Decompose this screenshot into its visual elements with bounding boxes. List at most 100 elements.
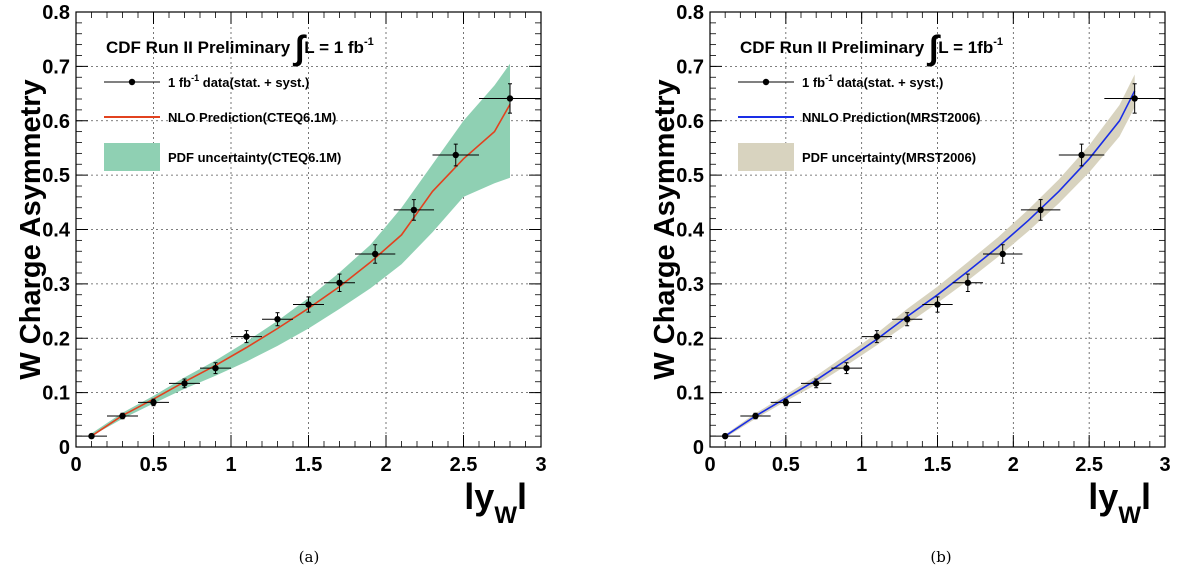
data-point: [479, 83, 541, 114]
legend-label-text: NNLO Prediction(MRST2006): [802, 110, 980, 125]
legend-label: NLO Prediction(CTEQ6.1M): [168, 110, 336, 125]
data-point: [262, 312, 293, 327]
x-tick-label: 3: [1159, 454, 1170, 476]
data-marker: [88, 432, 95, 440]
data-marker: [181, 380, 188, 387]
y-tick-label: 0.2: [676, 328, 704, 350]
data-marker: [243, 333, 250, 340]
y-tick-label: 0.8: [42, 2, 70, 24]
x-tick-label: 3: [535, 454, 546, 476]
y-tick-label: 0.1: [676, 383, 704, 405]
chart-panel-b: 0 0.5 1 1.5 2 2.5 3 0 0.1 0.2 0.3 0.4 0.5 0.6 0.7 0.8 W …: [649, 2, 1171, 566]
x-tick-label: 1: [225, 454, 236, 476]
data-point: [169, 378, 200, 389]
chart-header: CDF Run II Preliminary ∫L = 1fb-1: [740, 29, 1003, 67]
data-point: [200, 362, 231, 375]
y-tick-label: 0.7: [42, 56, 70, 78]
y-tick-label: 0.4: [676, 220, 705, 242]
data-marker: [336, 279, 343, 286]
y-tick-label: 0.6: [42, 111, 70, 133]
data-marker: [410, 206, 418, 214]
chart-panel-a: 0 0.5 1 1.5 2 2.5 3 0 0.1 0.2 0.3 0.4 0.5 0.6 0.7 0.8 W …: [15, 2, 547, 566]
data-marker: [1131, 95, 1138, 102]
legend-label-tail: data(stat. + syst.): [833, 75, 943, 90]
legend-label: PDF uncertainty(CTEQ6.1M): [168, 150, 341, 165]
panel-caption: (a): [299, 548, 320, 566]
data-marker: [934, 301, 941, 308]
x-tick-label: 0: [70, 454, 81, 476]
data-point: [952, 273, 983, 292]
header-lumi-sup: -1: [993, 36, 1003, 48]
x-axis-title-sub: W: [494, 502, 517, 529]
data-marker: [752, 412, 759, 420]
data-point: [831, 362, 862, 375]
header-prefix: CDF Run II Preliminary: [740, 38, 929, 57]
y-tick-label: 0.1: [42, 383, 70, 405]
y-tick-label: 0.3: [676, 274, 704, 296]
data-point: [983, 244, 1023, 264]
legend-label-text: PDF uncertainty(MRST2006): [802, 150, 976, 165]
x-tick-label: 0.5: [140, 454, 168, 476]
header-prefix: CDF Run II Preliminary: [106, 38, 295, 57]
data-marker: [305, 301, 312, 308]
legend-label-sup: -1: [191, 73, 199, 83]
integral-sign: ∫: [926, 29, 941, 67]
x-axis-title-main: ly: [464, 476, 494, 517]
data-marker: [452, 151, 459, 159]
x-axis-title-tail: l: [1141, 476, 1151, 517]
data-point: [892, 312, 923, 327]
y-tick-label: 0.5: [42, 165, 70, 187]
x-axis-title: lyWl: [464, 476, 527, 529]
y-tick-label: 0.4: [42, 220, 71, 242]
legend-label-text: 1 fb: [802, 75, 825, 90]
data-marker: [212, 364, 219, 372]
x-axis-title-main: ly: [1088, 476, 1118, 517]
y-tick-label: 0: [59, 437, 70, 459]
legend-label: NNLO Prediction(MRST2006): [802, 110, 980, 125]
data-marker: [150, 399, 157, 406]
x-axis-title-tail: l: [517, 476, 527, 517]
data-point: [355, 244, 396, 264]
legend-band-swatch: [104, 143, 160, 171]
data-point: [1020, 199, 1061, 221]
y-tick-label: 0.8: [676, 2, 704, 24]
x-axis-title-sub: W: [1118, 502, 1141, 529]
integral-sign: ∫: [292, 29, 307, 67]
x-tick-label: 2: [380, 454, 391, 476]
data-point: [922, 296, 953, 313]
data-marker: [506, 95, 514, 102]
data-marker: [274, 316, 281, 323]
data-marker: [119, 412, 126, 420]
y-tick-label: 0: [693, 437, 704, 459]
data-marker: [371, 250, 379, 258]
data-point: [393, 199, 435, 221]
legend-label-tail: data(stat. + syst.): [199, 75, 309, 90]
x-axis-title: lyWl: [1088, 476, 1151, 529]
data-marker: [873, 333, 881, 340]
data-point: [801, 378, 832, 389]
data-marker: [782, 399, 790, 406]
y-axis-title: W Charge Asymmetry: [649, 79, 681, 379]
x-tick-label: 2.5: [1075, 454, 1103, 476]
data-point: [324, 273, 355, 292]
x-tick-label: 2.5: [450, 454, 478, 476]
data-point: [432, 143, 479, 167]
data-marker: [999, 250, 1006, 258]
legend-label: 1 fb-1 data(stat. + syst.): [802, 73, 943, 90]
y-tick-label: 0.3: [42, 274, 70, 296]
data-marker: [964, 279, 972, 286]
legend-band-swatch: [738, 143, 794, 171]
x-tick-label: 1: [856, 454, 867, 476]
data-point: [231, 330, 262, 344]
data-point: [138, 398, 169, 407]
legend-label-text: NLO Prediction(CTEQ6.1M): [168, 110, 336, 125]
legend-label-text: PDF uncertainty(CTEQ6.1M): [168, 150, 341, 165]
header-lumi: L = 1 fb: [304, 38, 364, 57]
x-tick-label: 1.5: [924, 454, 952, 476]
x-tick-label: 1.5: [295, 454, 323, 476]
data-point: [107, 412, 138, 420]
legend-points-marker: [128, 78, 136, 86]
x-tick-label: 2: [1008, 454, 1019, 476]
legend-points-marker: [762, 78, 770, 86]
